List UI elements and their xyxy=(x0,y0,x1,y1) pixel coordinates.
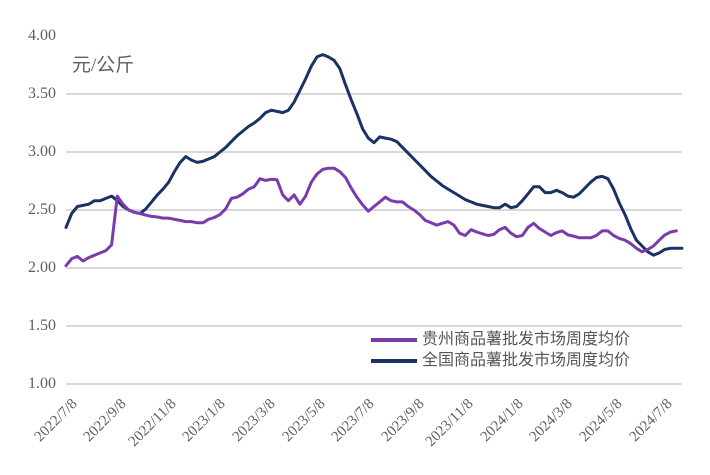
y-tick-label: 3.50 xyxy=(28,85,56,102)
y-axis-unit-label: 元/公斤 xyxy=(72,55,135,76)
y-tick-label: 1.00 xyxy=(28,375,56,392)
y-tick-label: 2.50 xyxy=(28,201,56,218)
y-tick-label: 4.00 xyxy=(28,27,56,44)
legend: 贵州商品薯批发市场周度均价 全国商品薯批发市场周度均价 xyxy=(371,329,630,371)
legend-label-guizhou: 贵州商品薯批发市场周度均价 xyxy=(422,331,631,348)
y-tick-label: 1.50 xyxy=(28,317,56,334)
national-price-line xyxy=(64,53,684,257)
y-tick-label: 2.00 xyxy=(28,259,56,276)
legend-item-guizhou: 贵州商品薯批发市场周度均价 xyxy=(371,329,630,350)
legend-item-national: 全国商品薯批发市场周度均价 xyxy=(371,350,630,371)
legend-label-national: 全国商品薯批发市场周度均价 xyxy=(422,352,631,369)
legend-swatch-guizhou xyxy=(371,337,417,342)
y-tick-label: 3.00 xyxy=(28,143,56,160)
guizhou-price-line xyxy=(64,166,678,268)
legend-swatch-national xyxy=(371,358,417,363)
